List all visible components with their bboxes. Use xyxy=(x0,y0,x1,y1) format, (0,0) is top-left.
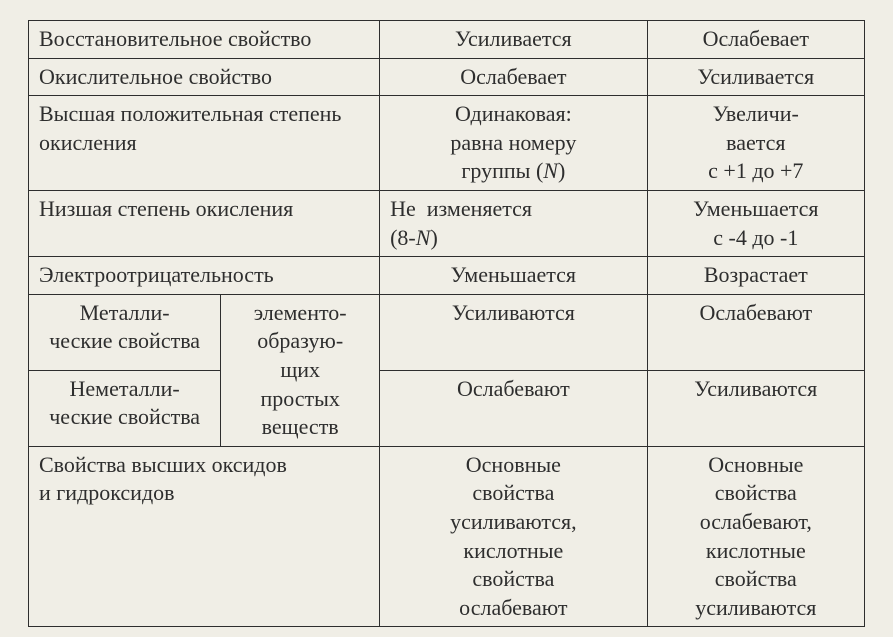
table-row: Высшая положительная степень окисления О… xyxy=(29,96,865,191)
trend-line: Увеличи- xyxy=(713,101,799,126)
trend-line: кислотные xyxy=(706,538,806,563)
property-cell: Окислительное свойство xyxy=(29,58,380,96)
shared-line: элементо- xyxy=(254,300,347,325)
table-row: Окислительное свойство Ослабевает Усилив… xyxy=(29,58,865,96)
property-cell: Низшая степень окисления xyxy=(29,190,380,256)
trend-cell: Уменьшается xyxy=(380,257,648,295)
table-row: Металли- ческие свойства элементо- образ… xyxy=(29,294,865,370)
trend-cell: Усиливается xyxy=(647,58,864,96)
trend-line: Уменьшается xyxy=(693,196,818,221)
trend-line: свойства xyxy=(715,480,797,505)
trend-line: Одинаковая: xyxy=(455,101,572,126)
shared-line: простых xyxy=(260,386,339,411)
table-row: Свойства высших оксидов и гидроксидов Ос… xyxy=(29,446,865,627)
property-cell: Высшая положительная степень окисления xyxy=(29,96,380,191)
trend-line: кислотные xyxy=(463,538,563,563)
trend-cell: Ослабевает xyxy=(380,58,648,96)
trend-line: свойства xyxy=(472,480,554,505)
trend-cell: Основные свойства ослабевают, кислотные … xyxy=(647,446,864,627)
trend-cell: Усиливаются xyxy=(647,370,864,446)
shared-line: щих xyxy=(280,357,320,382)
trend-line: свойства xyxy=(472,566,554,591)
trend-cell: Основные свойства усиливаются, кислотные… xyxy=(380,446,648,627)
shared-line: веществ xyxy=(262,414,339,439)
trend-cell: Увеличи- вается с +1 до +7 xyxy=(647,96,864,191)
trend-cell: Не изменяется (8-N) xyxy=(380,190,648,256)
table-row: Низшая степень окисления Не изменяется (… xyxy=(29,190,865,256)
trend-cell: Ослабевают xyxy=(647,294,864,370)
trend-cell: Усиливаются xyxy=(380,294,648,370)
trend-line: усиливаются, xyxy=(450,509,577,534)
property-cell: Электроотрицательность xyxy=(29,257,380,295)
property-text: Высшая положительная степень окисления xyxy=(39,101,341,155)
table-row: Электроотрицательность Уменьшается Возра… xyxy=(29,257,865,295)
trend-cell: Одинаковая: равна номеру группы (N) xyxy=(380,96,648,191)
sub-line: Неметалли- xyxy=(70,376,180,401)
periodic-properties-table: Восстановительное свойство Усиливается О… xyxy=(28,20,865,627)
trend-cell: Ослабевают xyxy=(380,370,648,446)
property-line: и гидроксидов xyxy=(39,480,175,505)
table-row: Неметалли- ческие свойства Ослабевают Ус… xyxy=(29,370,865,446)
trend-cell: Уменьшается с -4 до -1 xyxy=(647,190,864,256)
trend-line: группы (N) xyxy=(461,158,565,183)
trend-line: Основные xyxy=(466,452,561,477)
property-cell: Восстановительное свойство xyxy=(29,21,380,59)
sub-line: Металли- xyxy=(80,300,170,325)
shared-line: образую- xyxy=(257,328,343,353)
trend-line: равна номеру xyxy=(450,130,576,155)
property-sub-cell: Неметалли- ческие свойства xyxy=(29,370,221,446)
sub-line: ческие свойства xyxy=(49,404,200,429)
sub-line: ческие свойства xyxy=(49,328,200,353)
trend-line: (8-N) xyxy=(390,225,438,250)
table-row: Восстановительное свойство Усиливается О… xyxy=(29,21,865,59)
trend-line: ослабевают xyxy=(459,595,567,620)
trend-line: свойства xyxy=(715,566,797,591)
trend-line: Не изменяется xyxy=(390,196,532,221)
trend-line: вается xyxy=(726,130,785,155)
trend-line: Основные xyxy=(708,452,803,477)
property-cell: Свойства высших оксидов и гидроксидов xyxy=(29,446,380,627)
trend-line: ослабевают, xyxy=(700,509,812,534)
trend-line: усиливаются xyxy=(695,595,816,620)
trend-cell: Усиливается xyxy=(380,21,648,59)
trend-line: с -4 до -1 xyxy=(713,225,798,250)
trend-cell: Возрастает xyxy=(647,257,864,295)
trend-cell: Ослабевает xyxy=(647,21,864,59)
property-line: Свойства высших оксидов xyxy=(39,452,287,477)
property-shared-cell: элементо- образую- щих простых веществ xyxy=(221,294,380,446)
trend-line: с +1 до +7 xyxy=(708,158,803,183)
property-sub-cell: Металли- ческие свойства xyxy=(29,294,221,370)
